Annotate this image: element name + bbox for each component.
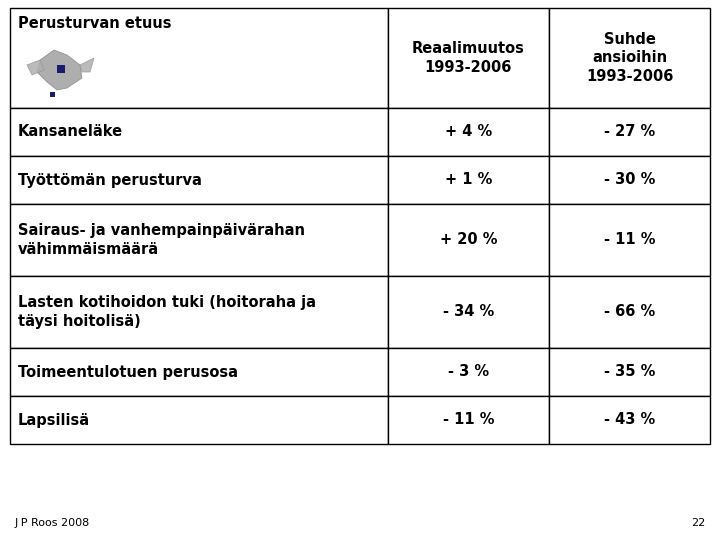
Bar: [549, 8, 710, 108]
Text: - 30 %: - 30 %: [604, 172, 655, 187]
Text: Kansaneläke: Kansaneläke: [18, 125, 123, 139]
Bar: [388, 156, 549, 204]
Text: - 34 %: - 34 %: [443, 305, 494, 320]
Text: - 43 %: - 43 %: [604, 413, 655, 428]
Bar: [10, 348, 388, 396]
Bar: [10, 396, 388, 444]
Bar: [549, 396, 710, 444]
Text: Lapsilisä: Lapsilisä: [18, 413, 90, 428]
Bar: [57, 65, 65, 73]
Text: - 3 %: - 3 %: [448, 364, 489, 380]
Text: Perusturvan etuus: Perusturvan etuus: [18, 16, 171, 31]
Text: - 11 %: - 11 %: [604, 233, 655, 247]
Text: + 1 %: + 1 %: [445, 172, 492, 187]
Bar: [10, 204, 388, 276]
Bar: [50, 92, 55, 97]
Text: Suhde
ansioihin
1993-2006: Suhde ansioihin 1993-2006: [586, 32, 673, 84]
Bar: [549, 204, 710, 276]
Polygon shape: [37, 50, 82, 90]
Text: - 66 %: - 66 %: [604, 305, 655, 320]
Bar: [388, 396, 549, 444]
Text: - 35 %: - 35 %: [604, 364, 655, 380]
Text: + 4 %: + 4 %: [445, 125, 492, 139]
Bar: [10, 108, 388, 156]
Text: J P Roos 2008: J P Roos 2008: [15, 518, 90, 528]
Bar: [549, 156, 710, 204]
Bar: [388, 348, 549, 396]
Text: Sairaus- ja vanhempainpäivärahan
vähimmäismäärä: Sairaus- ja vanhempainpäivärahan vähimmä…: [18, 223, 305, 257]
Bar: [549, 348, 710, 396]
Bar: [549, 108, 710, 156]
Text: Reaalimuutos
1993-2006: Reaalimuutos 1993-2006: [412, 41, 525, 75]
Bar: [10, 8, 388, 108]
Text: Toimeentulotuen perusosa: Toimeentulotuen perusosa: [18, 364, 238, 380]
Text: Lasten kotihoidon tuki (hoitoraha ja
täysi hoitolisä): Lasten kotihoidon tuki (hoitoraha ja täy…: [18, 295, 316, 329]
Text: 22: 22: [690, 518, 705, 528]
Text: Työttömän perusturva: Työttömän perusturva: [18, 172, 202, 187]
Bar: [10, 276, 388, 348]
Polygon shape: [27, 60, 44, 75]
Bar: [388, 8, 549, 108]
Text: - 27 %: - 27 %: [604, 125, 655, 139]
Text: - 11 %: - 11 %: [443, 413, 494, 428]
Polygon shape: [80, 58, 94, 72]
Bar: [10, 156, 388, 204]
Bar: [388, 276, 549, 348]
Bar: [388, 108, 549, 156]
Bar: [549, 276, 710, 348]
Text: + 20 %: + 20 %: [440, 233, 498, 247]
Bar: [388, 204, 549, 276]
